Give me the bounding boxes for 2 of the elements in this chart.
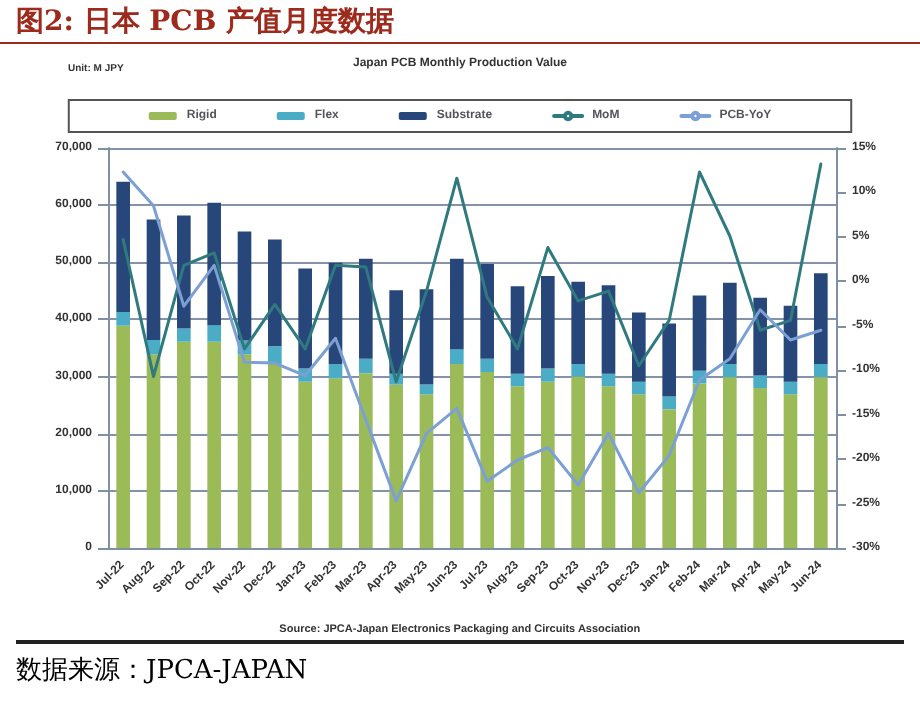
source-note: 数据来源：JPCA-JAPAN [16,640,904,688]
chart-title: 图2: 日本 PCB 产值月度数据 [0,0,920,44]
